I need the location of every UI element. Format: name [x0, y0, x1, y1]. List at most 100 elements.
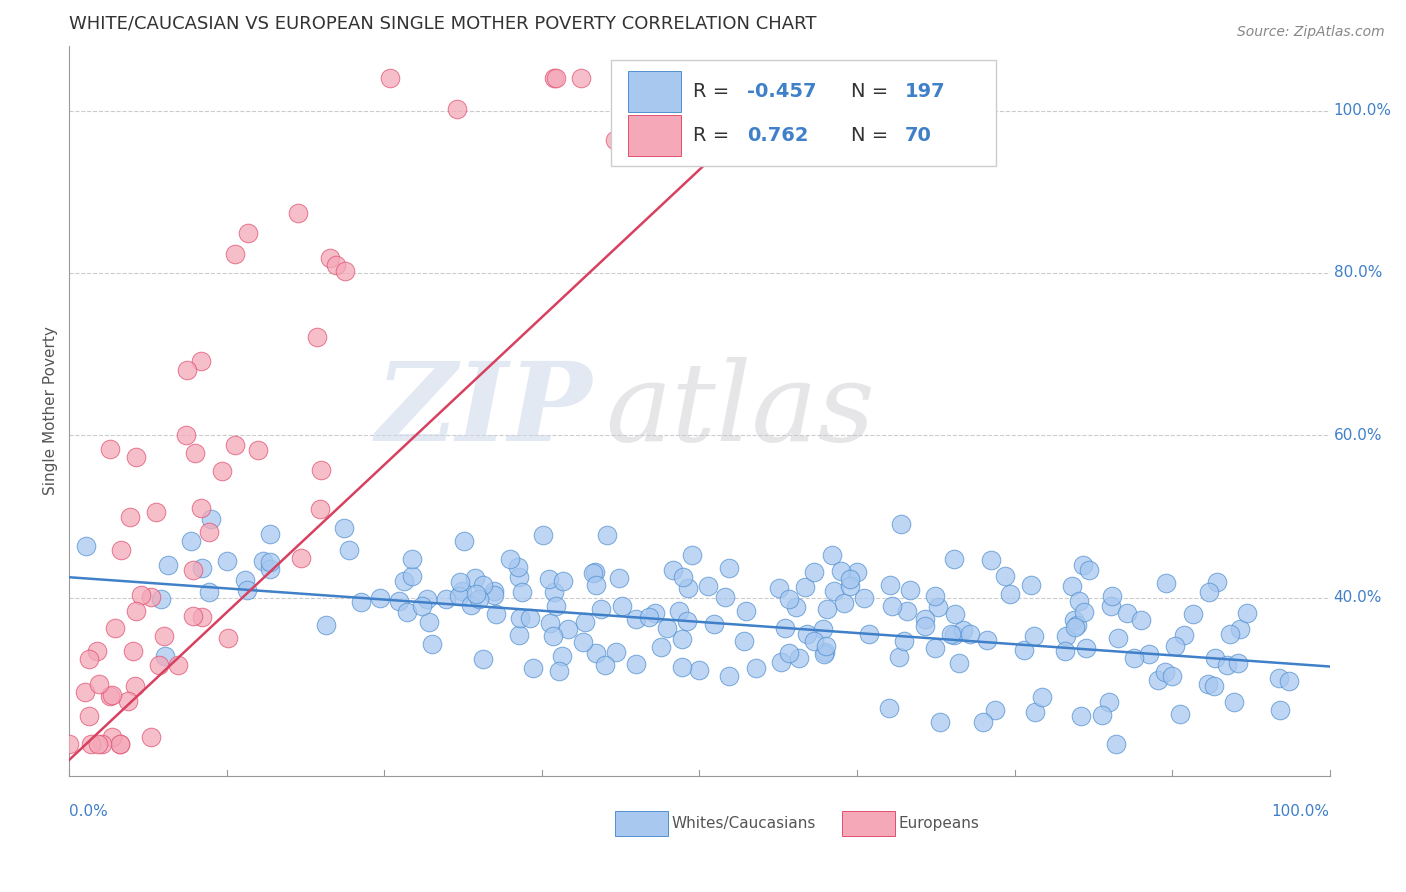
- Point: [896, 604, 918, 618]
- Point: [1024, 705, 1046, 719]
- Point: [745, 661, 768, 675]
- Point: [411, 599, 433, 613]
- Point: [350, 595, 373, 609]
- Point: [236, 582, 259, 597]
- Point: [1031, 690, 1053, 705]
- Point: [803, 633, 825, 648]
- Point: [508, 628, 530, 642]
- Point: [307, 329, 329, 343]
- Point: [198, 584, 221, 599]
- Point: [224, 438, 246, 452]
- Point: [100, 689, 122, 703]
- Point: [775, 621, 797, 635]
- Point: [827, 71, 849, 86]
- Point: [637, 609, 659, 624]
- Point: [180, 533, 202, 548]
- Point: [449, 574, 471, 589]
- Point: [1073, 605, 1095, 619]
- Point: [778, 646, 800, 660]
- Point: [98, 442, 121, 456]
- Point: [858, 627, 880, 641]
- Point: [309, 463, 332, 477]
- Text: 197: 197: [905, 82, 946, 101]
- Point: [1099, 599, 1122, 613]
- Point: [924, 640, 946, 655]
- Point: [541, 629, 564, 643]
- Point: [607, 571, 630, 585]
- Point: [79, 708, 101, 723]
- Point: [811, 622, 834, 636]
- Point: [548, 665, 571, 679]
- Point: [1019, 578, 1042, 592]
- Point: [943, 628, 966, 642]
- Point: [793, 580, 815, 594]
- Point: [468, 592, 491, 607]
- Point: [1000, 587, 1022, 601]
- Point: [717, 669, 740, 683]
- Point: [101, 688, 124, 702]
- Point: [387, 593, 409, 607]
- Point: [531, 527, 554, 541]
- Point: [125, 450, 148, 464]
- Point: [688, 663, 710, 677]
- Point: [551, 574, 574, 589]
- Text: Source: ZipAtlas.com: Source: ZipAtlas.com: [1237, 25, 1385, 39]
- Point: [174, 428, 197, 442]
- Point: [605, 645, 627, 659]
- Point: [582, 566, 605, 580]
- Point: [1204, 651, 1226, 665]
- Text: Whites/Caucasians: Whites/Caucasians: [672, 816, 815, 831]
- Point: [626, 657, 648, 672]
- Point: [671, 632, 693, 646]
- Point: [778, 592, 800, 607]
- Text: N =: N =: [851, 82, 894, 101]
- Point: [75, 539, 97, 553]
- Point: [803, 565, 825, 579]
- Point: [835, 71, 858, 86]
- Point: [877, 700, 900, 714]
- Point: [703, 617, 725, 632]
- Point: [814, 645, 837, 659]
- Point: [184, 445, 207, 459]
- Point: [1236, 606, 1258, 620]
- Point: [572, 635, 595, 649]
- Point: [368, 591, 391, 606]
- Point: [139, 591, 162, 605]
- Point: [893, 634, 915, 648]
- Point: [392, 574, 415, 589]
- Point: [87, 737, 110, 751]
- Point: [218, 632, 240, 646]
- Point: [1270, 703, 1292, 717]
- Text: 80.0%: 80.0%: [1333, 266, 1382, 280]
- Point: [446, 102, 468, 116]
- Point: [610, 599, 633, 613]
- Point: [451, 584, 474, 599]
- Point: [122, 644, 145, 658]
- Point: [1202, 679, 1225, 693]
- Text: WHITE/CAUCASIAN VS EUROPEAN SINGLE MOTHER POVERTY CORRELATION CHART: WHITE/CAUCASIAN VS EUROPEAN SINGLE MOTHE…: [69, 15, 817, 33]
- Point: [593, 657, 616, 672]
- Text: R =: R =: [693, 82, 735, 101]
- Point: [519, 611, 541, 625]
- Point: [58, 737, 80, 751]
- Point: [156, 558, 179, 572]
- Point: [1062, 579, 1084, 593]
- Point: [1156, 576, 1178, 591]
- Point: [148, 658, 170, 673]
- Point: [395, 605, 418, 619]
- Point: [332, 521, 354, 535]
- Point: [290, 550, 312, 565]
- Point: [1139, 647, 1161, 661]
- Point: [678, 581, 700, 595]
- Point: [333, 264, 356, 278]
- Text: ZIP: ZIP: [375, 357, 592, 465]
- Point: [1091, 707, 1114, 722]
- Point: [662, 563, 685, 577]
- Point: [510, 584, 533, 599]
- Point: [538, 616, 561, 631]
- Point: [247, 442, 270, 457]
- Point: [821, 71, 844, 86]
- Point: [1215, 657, 1237, 672]
- Point: [891, 71, 914, 86]
- FancyBboxPatch shape: [842, 811, 894, 836]
